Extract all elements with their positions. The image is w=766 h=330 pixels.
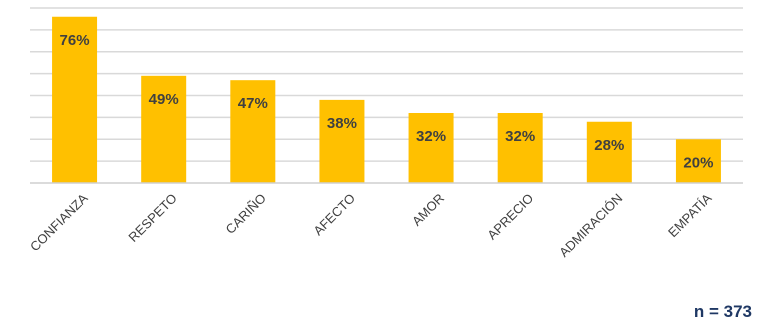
category-label-cariño: CARIÑO	[223, 191, 269, 237]
data-label-cariño: 47%	[238, 95, 268, 112]
category-label-admiración: ADMIRACIÓN	[556, 191, 625, 260]
data-label-respeto: 49%	[149, 91, 179, 108]
gridlines	[30, 7, 743, 162]
category-labels: CONFIANZA RESPETO CARIÑO AFECTO AMOR APRECIO A…	[27, 190, 715, 260]
sample-size-label: n = 373	[693, 302, 752, 321]
bar-cariño	[230, 80, 276, 183]
data-label-aprecio: 32%	[505, 128, 535, 145]
data-label-amor: 32%	[416, 128, 446, 145]
bars	[52, 16, 721, 183]
bar-aprecio	[497, 113, 543, 183]
bar-afecto	[319, 99, 365, 183]
category-label-confianza: CONFIANZA	[27, 190, 91, 254]
data-label-admiración: 28%	[594, 137, 624, 154]
data-label-afecto: 38%	[327, 115, 357, 132]
category-label-empatía: EMPATÍA	[665, 190, 715, 240]
data-label-empatía: 20%	[683, 154, 713, 171]
data-label-confianza: 76%	[60, 32, 90, 49]
category-label-respeto: RESPETO	[125, 191, 179, 245]
bar-confianza	[52, 16, 98, 183]
category-label-aprecio: APRECIO	[484, 191, 536, 243]
data-labels: 76% 49% 47% 38% 32% 32% 28% 20%	[60, 32, 714, 172]
category-label-afecto: AFECTO	[310, 191, 358, 239]
bar-amor	[408, 113, 454, 183]
bar-respeto	[141, 75, 187, 183]
category-label-amor: AMOR	[409, 191, 447, 229]
bar-empatía	[675, 139, 721, 183]
bar-admiración	[586, 121, 632, 183]
